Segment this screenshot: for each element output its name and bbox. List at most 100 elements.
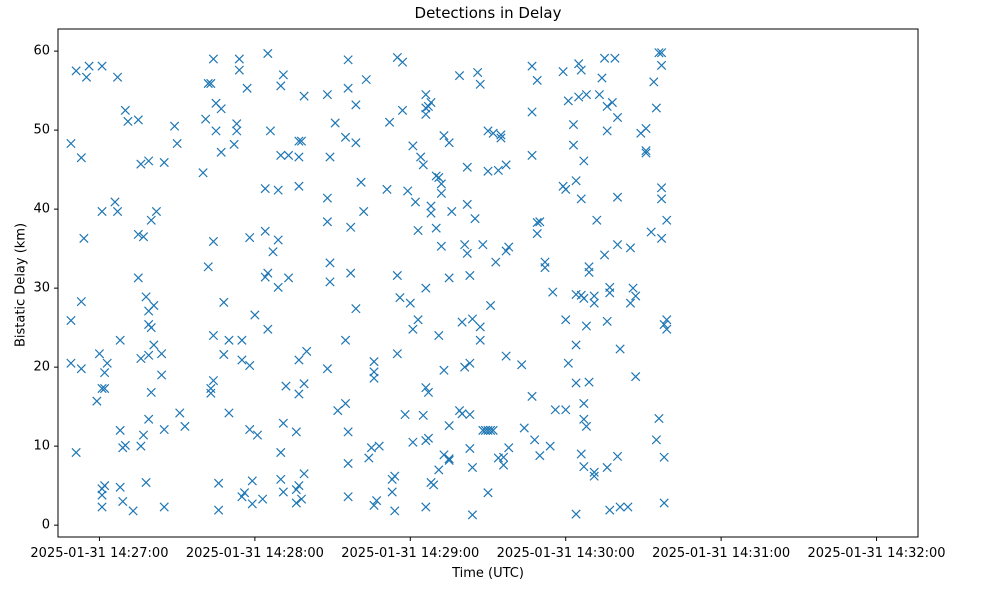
detection-point: [322, 364, 333, 374]
detection-point: [454, 70, 465, 81]
detection-point: [532, 228, 542, 239]
detection-point: [128, 506, 138, 516]
detection-point: [615, 502, 625, 512]
detection-point: [532, 217, 542, 228]
detection-point: [149, 300, 159, 311]
detection-point: [662, 324, 672, 334]
detection-point: [444, 273, 454, 283]
plot-frame: [57, 28, 919, 538]
detection-point: [216, 104, 226, 114]
detection-point: [571, 340, 581, 350]
detection-point: [465, 443, 475, 454]
detection-point: [213, 478, 224, 488]
detection-point: [483, 488, 493, 498]
detection-point: [159, 424, 169, 435]
detection-point: [208, 375, 219, 386]
detection-point: [325, 258, 335, 268]
detection-point: [115, 482, 125, 492]
detection-point: [71, 66, 81, 76]
detection-point: [273, 282, 283, 292]
detection-point: [436, 188, 446, 198]
detection-point: [322, 217, 333, 227]
detection-point: [659, 498, 669, 508]
detection-point: [631, 291, 641, 301]
detection-point: [294, 481, 304, 491]
detection-point: [421, 383, 431, 393]
detection-point: [579, 414, 589, 424]
detection-point: [589, 471, 599, 481]
detection-point: [579, 156, 589, 166]
detection-point: [656, 48, 667, 58]
detection-point: [434, 330, 444, 341]
detection-point: [136, 159, 146, 169]
detection-point: [579, 398, 589, 409]
detection-point: [281, 381, 291, 391]
detection-point: [390, 471, 400, 481]
detection-point: [343, 55, 353, 65]
detection-point: [413, 225, 423, 236]
detection-point: [527, 150, 537, 161]
detection-point: [71, 447, 81, 458]
detection-point: [527, 391, 537, 401]
detection-point: [483, 166, 493, 176]
x-tick-label: 2025-01-31 14:28:00: [186, 546, 324, 561]
detection-point: [467, 314, 478, 324]
detection-point: [278, 70, 288, 80]
detection-point: [602, 101, 612, 112]
detection-point: [498, 460, 509, 470]
detection-point: [97, 206, 107, 217]
detection-point: [213, 505, 224, 515]
detection-point: [581, 89, 592, 100]
detection-point: [405, 298, 415, 308]
detection-point: [548, 287, 558, 297]
detection-point: [138, 430, 149, 440]
detection-point: [656, 194, 667, 204]
detection-point: [423, 387, 434, 398]
detection-point: [232, 119, 242, 129]
detection-point: [470, 213, 480, 224]
detection-point: [66, 138, 76, 149]
detection-point: [439, 131, 449, 141]
detection-point: [527, 61, 537, 71]
detection-point: [568, 119, 579, 130]
detection-point: [607, 97, 617, 108]
detection-point: [612, 192, 623, 202]
detection-point: [488, 128, 498, 138]
detection-point: [351, 100, 361, 110]
detection-point: [444, 454, 454, 464]
detection-point: [81, 72, 92, 82]
detection-point: [136, 353, 146, 364]
detection-point: [462, 248, 472, 258]
detection-point: [146, 323, 156, 333]
detection-point: [356, 177, 366, 187]
detection-point: [599, 250, 610, 260]
detection-point: [434, 465, 444, 475]
detection-point: [602, 462, 612, 473]
detection-point: [258, 494, 268, 504]
detection-point: [97, 61, 107, 71]
detection-point: [530, 435, 540, 445]
detection-point: [465, 358, 475, 368]
detection-point: [294, 389, 304, 399]
detection-point: [299, 91, 309, 101]
detection-point: [149, 340, 159, 350]
detection-point: [211, 126, 221, 136]
detection-point: [110, 197, 120, 207]
detection-point: [574, 92, 584, 102]
detection-point: [597, 73, 607, 83]
detection-point: [346, 222, 356, 232]
detection-point: [180, 421, 190, 432]
detection-point: [112, 72, 123, 82]
detection-point: [133, 229, 143, 240]
detection-point: [392, 270, 402, 281]
detection-point: [631, 371, 641, 382]
detection-point: [291, 427, 301, 437]
detection-point: [100, 368, 110, 378]
detection-point: [457, 409, 467, 419]
detection-point: [299, 469, 309, 479]
detection-point: [371, 496, 382, 506]
detection-point: [384, 117, 395, 127]
detection-point: [605, 505, 615, 515]
detection-point: [571, 509, 581, 519]
y-tick-label: 20: [33, 360, 50, 375]
